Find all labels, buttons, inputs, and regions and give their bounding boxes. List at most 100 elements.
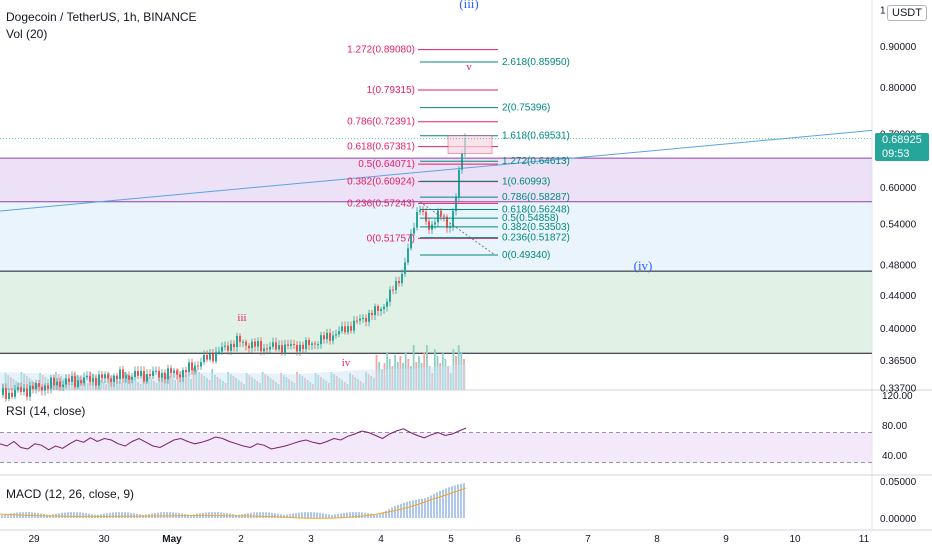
candle-body bbox=[26, 388, 28, 397]
price-axis-tick: 0.36500 bbox=[880, 356, 917, 367]
fib-retracement-label: 1(0.79315) bbox=[367, 85, 415, 96]
candle-body bbox=[158, 370, 160, 378]
candle-body bbox=[425, 211, 427, 222]
candle-body bbox=[86, 375, 88, 378]
candle-body bbox=[422, 210, 424, 212]
candle-body bbox=[59, 381, 61, 387]
candle-body bbox=[122, 369, 124, 379]
fib-extension-label: 0(0.49340) bbox=[502, 250, 550, 261]
candle-body bbox=[383, 306, 385, 310]
candle-body bbox=[335, 334, 337, 336]
price-axis-tick: 0.80000 bbox=[880, 83, 917, 94]
candle-body bbox=[245, 341, 247, 346]
fib-extension-label: 1.618(0.69531) bbox=[502, 131, 570, 142]
candle-body bbox=[167, 368, 169, 380]
candle-body bbox=[161, 373, 163, 378]
rsi-axis-tick: 80.00 bbox=[882, 421, 907, 432]
candle-body bbox=[152, 371, 154, 376]
candle-body bbox=[113, 375, 115, 382]
fib-extension-label: 1(0.60993) bbox=[502, 176, 550, 187]
macd-axis-tick: 0.05000 bbox=[880, 477, 917, 488]
candle-body bbox=[101, 374, 103, 379]
wave-label: (iv) bbox=[634, 258, 653, 273]
candle-body bbox=[200, 362, 202, 367]
candle-body bbox=[173, 370, 175, 373]
candle-body bbox=[14, 389, 16, 397]
candle-body bbox=[275, 342, 277, 350]
rsi-axis-tick: 120.00 bbox=[882, 391, 913, 402]
fib-extension-label: 0.618(0.56248) bbox=[502, 204, 570, 215]
candle-body bbox=[437, 210, 439, 223]
candle-body bbox=[350, 326, 352, 331]
candle-body bbox=[401, 273, 403, 284]
candle-body bbox=[314, 343, 316, 345]
volume-label: Vol (20) bbox=[6, 27, 48, 41]
candle-body bbox=[311, 343, 313, 346]
price-axis-tick: 0.40000 bbox=[880, 324, 917, 335]
wave-label: iii bbox=[237, 312, 246, 324]
candle-body bbox=[131, 376, 133, 380]
candle-body bbox=[50, 377, 52, 389]
candle-body bbox=[434, 222, 436, 225]
candle-body bbox=[419, 210, 421, 212]
candle-body bbox=[413, 227, 415, 234]
candle-body bbox=[269, 346, 271, 350]
rsi-band bbox=[0, 432, 872, 463]
wave-label: iv bbox=[342, 357, 351, 369]
target-box bbox=[447, 135, 493, 155]
candle-body bbox=[266, 348, 268, 350]
macd-axis-tick: 0.00000 bbox=[880, 514, 917, 525]
candle-body bbox=[398, 280, 400, 284]
candle-body bbox=[212, 353, 214, 362]
candle-body bbox=[428, 221, 430, 230]
candle-body bbox=[320, 335, 322, 345]
macd-label: MACD (12, 26, close, 9) bbox=[6, 487, 135, 501]
candle-body bbox=[62, 384, 64, 387]
candle-body bbox=[68, 378, 70, 382]
candle-body bbox=[56, 381, 58, 386]
candle-body bbox=[65, 378, 67, 385]
candle-body bbox=[308, 339, 310, 346]
candle-body bbox=[182, 370, 184, 378]
candle-body bbox=[344, 326, 346, 333]
time-axis-tick: 4 bbox=[378, 534, 384, 545]
time-axis-tick: 7 bbox=[585, 534, 591, 545]
fib-extension-label: 2.618(0.85950) bbox=[502, 57, 570, 68]
candle-body bbox=[116, 375, 118, 379]
candle-body bbox=[95, 378, 97, 386]
candle-body bbox=[32, 385, 34, 389]
time-axis-tick: May bbox=[162, 534, 182, 545]
candle-body bbox=[146, 373, 148, 382]
rsi-label: RSI (14, close) bbox=[6, 404, 86, 418]
candle-body bbox=[353, 320, 355, 331]
zone-purple bbox=[0, 158, 872, 202]
fib-retracement-label: 1.272(0.89080) bbox=[347, 45, 415, 56]
candle-body bbox=[347, 326, 349, 333]
currency-button[interactable]: USDT bbox=[887, 5, 927, 21]
candle-body bbox=[233, 343, 235, 348]
candle-body bbox=[281, 345, 283, 354]
candle-body bbox=[41, 386, 43, 391]
candle-body bbox=[371, 312, 373, 316]
candle-body bbox=[164, 373, 166, 380]
candle-body bbox=[44, 385, 46, 391]
candle-body bbox=[215, 351, 217, 362]
candle-body bbox=[272, 342, 274, 347]
candle-body bbox=[197, 365, 199, 367]
volume-ma-area bbox=[0, 364, 466, 390]
candle-body bbox=[2, 388, 4, 395]
candle-body bbox=[179, 374, 181, 378]
fib-extension-label: 0.236(0.51872) bbox=[502, 233, 570, 244]
candle-body bbox=[359, 318, 361, 321]
price-axis-tick: 0.44000 bbox=[880, 291, 917, 302]
time-axis-tick: 6 bbox=[515, 534, 521, 545]
candle-body bbox=[83, 377, 85, 384]
volume-bar bbox=[412, 345, 415, 390]
candle-body bbox=[224, 345, 226, 347]
fib-retracement-label: 0.236(0.57243) bbox=[347, 198, 415, 209]
price-axis-tick: 1 bbox=[880, 5, 886, 16]
fib-extension-label: 1.272(0.64613) bbox=[502, 156, 570, 167]
candle-body bbox=[446, 216, 448, 228]
candle-body bbox=[356, 320, 358, 322]
